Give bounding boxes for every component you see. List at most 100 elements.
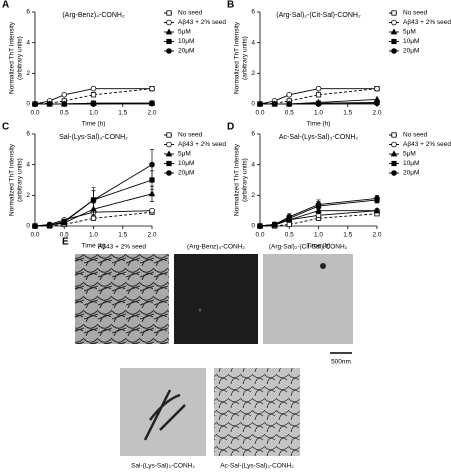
micrograph xyxy=(75,254,169,344)
x-tick-label: 2.0 xyxy=(372,110,381,117)
legend-marker xyxy=(166,10,172,16)
x-tick-label: 1.0 xyxy=(314,110,323,117)
marker xyxy=(286,101,293,107)
panel-letter: B xyxy=(227,0,234,11)
y-tick-label: 4 xyxy=(251,161,255,168)
marker xyxy=(315,92,322,98)
legend-label: 10μM xyxy=(403,160,419,167)
marker xyxy=(315,85,322,92)
x-tick-label: 1.5 xyxy=(343,232,352,239)
marker xyxy=(32,101,38,107)
x-tick-label: 0.5 xyxy=(285,110,294,117)
marker xyxy=(90,92,97,98)
legend-label: Aβ43 + 2% seed xyxy=(178,19,226,26)
fibril xyxy=(143,389,186,441)
legend-label: 10μM xyxy=(178,38,194,45)
legend-marker xyxy=(165,150,173,157)
marker xyxy=(374,100,380,107)
y-axis-label: Normalized ThT Intensity xyxy=(234,143,241,216)
marker xyxy=(61,101,68,107)
legend-marker xyxy=(166,170,172,176)
legend-marker xyxy=(391,170,397,176)
legend-marker xyxy=(166,141,172,148)
x-tick-label: 0.5 xyxy=(60,110,69,117)
micrograph-label: Aβ43 + 2% seed xyxy=(98,244,146,251)
x-axis-label: Time (h) xyxy=(307,243,331,250)
x-axis-label: Time (h) xyxy=(307,121,331,128)
legend-label: 5μM xyxy=(178,151,191,158)
chart-title: (Arg-Benz)₄-CONH₂ xyxy=(62,12,125,19)
y-tick-label: 0 xyxy=(26,223,30,230)
y-tick-label: 0 xyxy=(251,223,255,230)
legend-label: No seed xyxy=(178,10,203,17)
marker xyxy=(315,101,322,107)
legend-marker xyxy=(391,10,397,16)
marker xyxy=(61,92,68,98)
x-tick-label: 2.0 xyxy=(372,232,381,239)
marker xyxy=(315,201,322,208)
legend-label: Aβ43 + 2% seed xyxy=(403,141,451,148)
legend-marker xyxy=(166,19,172,26)
x-tick-label: 2.0 xyxy=(147,110,156,117)
y-tick-label: 4 xyxy=(251,39,255,46)
y-tick-label: 2 xyxy=(26,192,30,199)
marker xyxy=(271,221,278,228)
legend-label: No seed xyxy=(403,132,428,139)
y-tick-label: 4 xyxy=(26,39,30,46)
legend-marker xyxy=(391,132,397,138)
legend-marker xyxy=(166,48,172,54)
y-tick-label: 6 xyxy=(26,9,30,16)
marker xyxy=(374,195,380,202)
y-tick-label: 6 xyxy=(251,9,255,16)
y-tick-label: 2 xyxy=(26,70,30,77)
marker xyxy=(374,85,380,92)
legend-label: 10μM xyxy=(403,38,419,45)
y-tick-label: 6 xyxy=(26,131,30,138)
panel-letter: E xyxy=(62,237,69,248)
micrograph-label: (Arg-Benz)₄-CONH₂ xyxy=(187,244,245,251)
x-tick-label: 0.5 xyxy=(285,232,294,239)
micrograph xyxy=(174,254,258,344)
legend-marker xyxy=(166,38,172,45)
micrograph-label: Ac-Sal-(Lys-Sal)₃-CONH₂ xyxy=(220,463,294,470)
marker xyxy=(149,100,155,107)
legend-label: 20μM xyxy=(178,48,194,55)
marker xyxy=(90,85,97,92)
marker xyxy=(61,218,68,225)
marker xyxy=(32,223,38,229)
speck xyxy=(198,308,202,312)
legend-marker xyxy=(391,160,397,167)
x-tick-label: 1.5 xyxy=(343,110,352,117)
speck xyxy=(320,263,326,269)
y-axis-label: (arbitrary units) xyxy=(242,36,249,80)
marker xyxy=(257,101,263,107)
panel-letter: A xyxy=(2,0,9,11)
marker xyxy=(90,215,97,221)
micrograph-label: Sal-(Lys-Sal)₃-CONH₂ xyxy=(131,463,195,470)
micrograph xyxy=(263,254,353,344)
scale-bar-label: 500nm xyxy=(331,359,351,366)
y-tick-label: 6 xyxy=(251,131,255,138)
legend-marker xyxy=(391,38,397,45)
legend-marker xyxy=(390,150,398,157)
marker xyxy=(286,221,292,228)
micrograph-label: (Arg-Sal)₂-(Cit-Sal)-CONH₂ xyxy=(269,244,348,251)
chart-title: Sal-(Lys-Sal)₃-CONH₂ xyxy=(59,134,128,141)
legend-label: 5μM xyxy=(403,29,416,36)
legend-label: 20μM xyxy=(403,170,419,177)
marker xyxy=(271,101,278,107)
y-tick-label: 2 xyxy=(251,192,255,199)
marker xyxy=(149,85,155,92)
y-axis-label: Normalized ThT Intensity xyxy=(234,21,241,94)
legend-marker xyxy=(165,28,173,35)
y-tick-label: 2 xyxy=(251,70,255,77)
x-axis-label: Time (h) xyxy=(82,121,106,128)
y-tick-label: 0 xyxy=(26,101,30,108)
panel-letter: D xyxy=(227,122,234,133)
marker xyxy=(90,197,97,203)
x-tick-label: 1.0 xyxy=(314,232,323,239)
marker xyxy=(46,101,53,107)
marker xyxy=(286,214,293,220)
chart-title: Ac-Sal-(Lys-Sal)₃-CONH₂ xyxy=(279,134,358,141)
